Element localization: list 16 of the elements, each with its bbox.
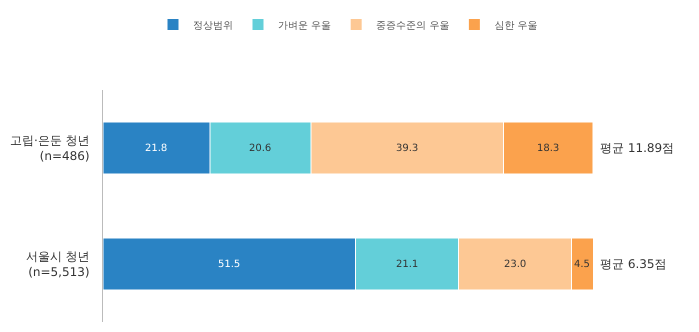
data-label: 39.3 (396, 143, 418, 154)
text: 평균 6.35점 (600, 257, 667, 271)
data-label: 4.5 (574, 259, 590, 270)
y-tick-label: 고립·은둔 청년 (n=486) (10, 133, 90, 163)
data-label: 20.6 (249, 143, 272, 154)
data-label: 21.1 (396, 259, 418, 270)
text: 평균 11.89점 (600, 141, 674, 155)
data-label: 23.0 (504, 259, 526, 270)
data-label: 18.3 (537, 143, 560, 154)
legend-label: 중증수준의 우울 (376, 20, 450, 32)
legend-label: 심한 우울 (494, 20, 538, 32)
legend-label: 정상범위 (193, 20, 233, 32)
data-label: 21.8 (145, 143, 168, 154)
data-label: 51.5 (218, 259, 240, 270)
y-tick-label: 서울시 청년 (n=5,513) (26, 249, 90, 279)
legend-label: 가벼운 우울 (278, 20, 332, 32)
